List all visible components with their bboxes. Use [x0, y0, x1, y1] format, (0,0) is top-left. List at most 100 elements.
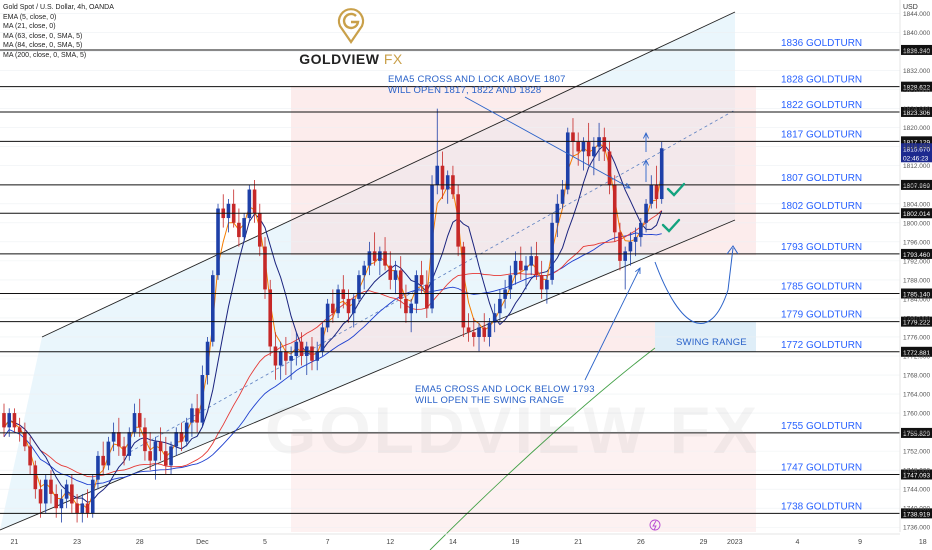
level-price-tag: [901, 346, 932, 357]
candle-body: [409, 303, 413, 314]
logo-suffix: FX: [383, 51, 403, 67]
price-tick-label: 1772.000: [903, 354, 930, 361]
level-price-tag-text: 1836.340: [903, 48, 930, 55]
price-tick-label: 1756.000: [903, 430, 930, 437]
candle-body: [43, 479, 48, 504]
candle-body: [216, 208, 220, 276]
candle-body: [456, 194, 460, 247]
price-tick-label: 1820.000: [903, 125, 930, 132]
level-price-tag-text: 1738.919: [903, 511, 930, 518]
lightning-icon: [649, 519, 661, 531]
level-label: 1747 GOLDTURN: [781, 462, 862, 473]
candle-body: [425, 284, 429, 309]
lower-note-line-2: WILL OPEN THE SWING RANGE: [415, 395, 565, 406]
level-price-tag: [901, 248, 932, 259]
time-tick-label: 23: [73, 539, 81, 546]
price-tick-label: 1836.000: [903, 49, 930, 56]
level-price-tag-text: 1785.140: [903, 291, 930, 298]
level-label: 1822 GOLDTURN: [781, 100, 862, 111]
indicator-ma84: MA (84, close, 0, SMA, 5): [3, 42, 83, 49]
level-label: 1817 GOLDTURN: [781, 129, 862, 140]
candle-body: [96, 455, 100, 480]
price-tick-label: 1764.000: [903, 392, 930, 399]
candle-body: [586, 141, 591, 157]
candle-body: [487, 322, 492, 337]
level-price-tag: [901, 44, 932, 55]
price-tick-label: 1832.000: [903, 68, 930, 75]
candle-body: [237, 222, 241, 238]
candle-body: [560, 189, 565, 204]
up-arrow-1817-head: [642, 158, 650, 166]
candle-body: [2, 413, 6, 428]
lightning-icon-glyph: [652, 520, 657, 531]
candle-body: [127, 432, 132, 456]
price-tick-label: 1804.000: [903, 201, 930, 208]
candle-body: [602, 137, 607, 152]
time-axis[interactable]: 21 23 28 Dec 5 7 12 14 19 21 26 29 2023 4 9 18: [0, 533, 927, 546]
price-tick-label: 1816.000: [903, 144, 930, 151]
candle-body: [143, 427, 147, 452]
time-tick-label: 4: [795, 539, 799, 546]
level-label: 1793 GOLDTURN: [781, 242, 862, 253]
candle-body: [284, 351, 288, 361]
candle-body: [148, 451, 152, 461]
candles: [2, 108, 664, 523]
price-tick-label: 1796.000: [903, 239, 930, 246]
candle-body: [539, 275, 544, 290]
swing-curve: [654, 247, 734, 324]
level-label: 1755 GOLDTURN: [781, 421, 862, 432]
candle-body: [612, 184, 617, 233]
level-label: 1785 GOLDTURN: [781, 281, 862, 292]
candle-body: [278, 351, 283, 366]
candle-body: [75, 503, 79, 513]
candle-body: [623, 251, 627, 261]
candle-body: [492, 313, 497, 323]
candle-body: [33, 465, 38, 490]
candle-body: [508, 275, 513, 290]
candle-body: [414, 275, 419, 304]
candle-body: [534, 256, 539, 276]
indicator-ma200: MA (200, close, 0, SMA, 5): [3, 51, 87, 59]
price-tick-label: 1776.000: [903, 334, 930, 341]
level-label: 1807 GOLDTURN: [781, 173, 862, 184]
level-price-tag: [901, 179, 932, 190]
candle-body: [315, 351, 319, 361]
candle-body: [581, 141, 586, 152]
level-label: 1779 GOLDTURN: [781, 310, 862, 321]
candle-body: [179, 432, 184, 442]
bar-countdown: 02:46:23: [903, 155, 929, 162]
candle-body: [618, 232, 622, 261]
candle-body: [565, 132, 570, 190]
candle-body: [597, 137, 601, 147]
candle-body: [633, 237, 638, 242]
upper-note-arrow: [464, 96, 631, 189]
candle-body: [435, 165, 440, 185]
candle-body: [153, 441, 158, 461]
candle-body: [299, 341, 304, 356]
candle-body: [247, 189, 252, 219]
candle-body: [101, 455, 105, 466]
candle-body: [85, 503, 90, 513]
candle-body: [466, 327, 471, 333]
level-price-tag: [901, 316, 932, 327]
level-price-tag-text: 1747.093: [903, 472, 930, 479]
level-price-tag: [901, 469, 932, 480]
candle-body: [17, 427, 22, 433]
candle-body: [242, 218, 246, 238]
candle-body: [54, 493, 58, 509]
goldturn-levels: 1836 GOLDTURN 1828 GOLDTURN 1822 GOLDTURN 1…: [0, 38, 900, 514]
candle-body: [628, 241, 633, 252]
candle-body: [336, 289, 340, 314]
candle-body: [64, 484, 69, 499]
price-axis[interactable]: 1836.340 1828.622 1823.306 1817.129 1807.969…: [899, 0, 932, 532]
check-icon: [661, 218, 681, 233]
price-tick-label: 1780.000: [903, 315, 930, 322]
candle-body: [404, 298, 408, 314]
upper-note: EMA5 CROSS AND LOCK ABOVE 1807 WILL OPEN…: [388, 74, 566, 96]
time-tick-label: 21: [11, 539, 19, 546]
candle-body: [169, 446, 173, 466]
candle-body: [252, 189, 257, 214]
candle-body: [205, 341, 210, 376]
price-tick-label: 1812.000: [903, 163, 930, 170]
